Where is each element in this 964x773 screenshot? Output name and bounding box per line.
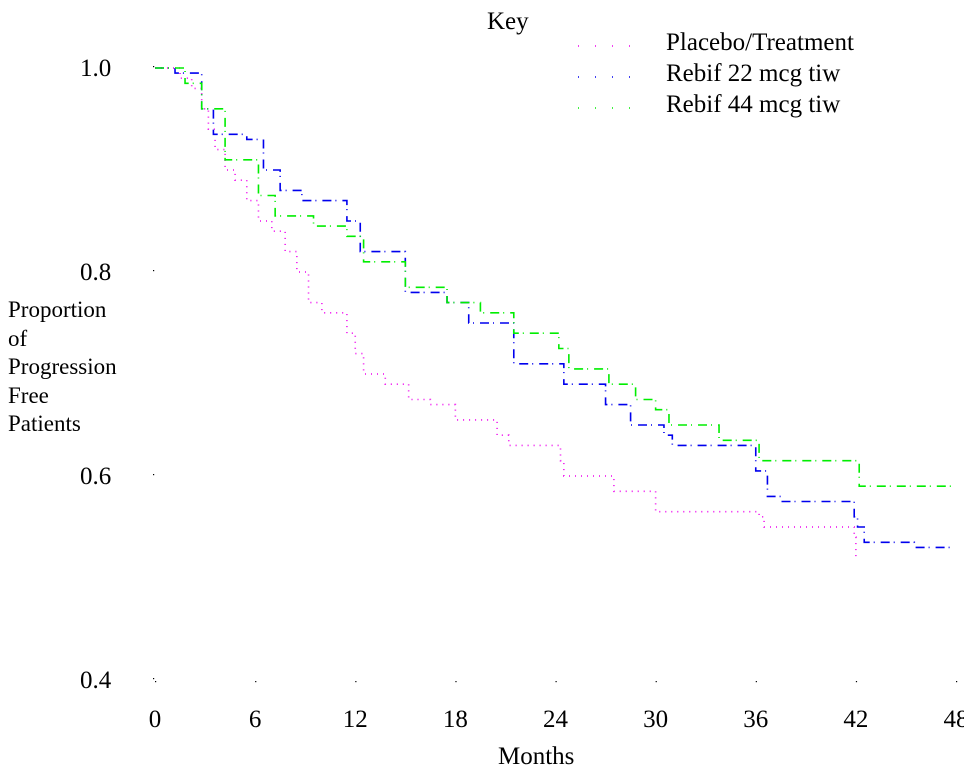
x-tick-label: 36 (743, 706, 769, 733)
y-axis-label-line: Free (8, 382, 49, 408)
x-axis-label: Months (498, 743, 575, 770)
x-tick-mark (555, 681, 557, 683)
x-tick-label: 6 (248, 706, 262, 733)
y-tick-label: 0.4 (80, 667, 112, 694)
x-tick-mark (155, 681, 157, 683)
series-line-1 (155, 67, 857, 558)
x-tick-label: 24 (543, 706, 568, 733)
series-layer (155, 67, 953, 558)
legend-entry-label: Placebo/Treatment (666, 29, 854, 56)
y-tick-mark (153, 270, 155, 272)
legend-entry-label: Rebif 44 mcg tiw (666, 91, 841, 118)
y-tick-mark (153, 474, 155, 476)
x-tick-label: 48 (943, 706, 964, 733)
legend-samples (578, 45, 636, 109)
y-axis-label: Proportion of Progression Free Patients (8, 296, 117, 439)
x-tick-label: 12 (342, 706, 368, 733)
series-line-3 (155, 67, 953, 487)
axes-group (153, 66, 958, 683)
series-line-2 (155, 67, 953, 549)
x-tick-label: 0 (148, 706, 162, 733)
x-tick-label: 42 (843, 706, 869, 733)
y-tick-label: 0.6 (80, 463, 112, 490)
legend-entry-label: Rebif 22 mcg tiw (666, 60, 841, 87)
x-tick-mark (855, 681, 858, 683)
x-tick-label: 18 (442, 706, 468, 733)
x-tick-mark (655, 681, 657, 683)
x-tick-mark (755, 681, 757, 683)
x-tick-mark (956, 681, 958, 683)
y-tick-label: 0.8 (80, 259, 112, 286)
y-tick-mark (153, 678, 155, 680)
y-axis-label-line: Patients (8, 411, 81, 436)
x-tick-mark (255, 681, 257, 683)
x-tick-label: 30 (643, 706, 669, 733)
legend-title: Key (487, 8, 529, 35)
y-axis-label-line: Proportion (8, 297, 107, 322)
y-axis-label-line: Progression (8, 354, 117, 379)
y-axis-label-line: of (8, 325, 28, 351)
x-tick-mark (455, 681, 457, 683)
x-tick-mark (355, 681, 357, 683)
y-tick-mark (153, 66, 155, 68)
y-tick-label: 1.0 (80, 55, 112, 82)
